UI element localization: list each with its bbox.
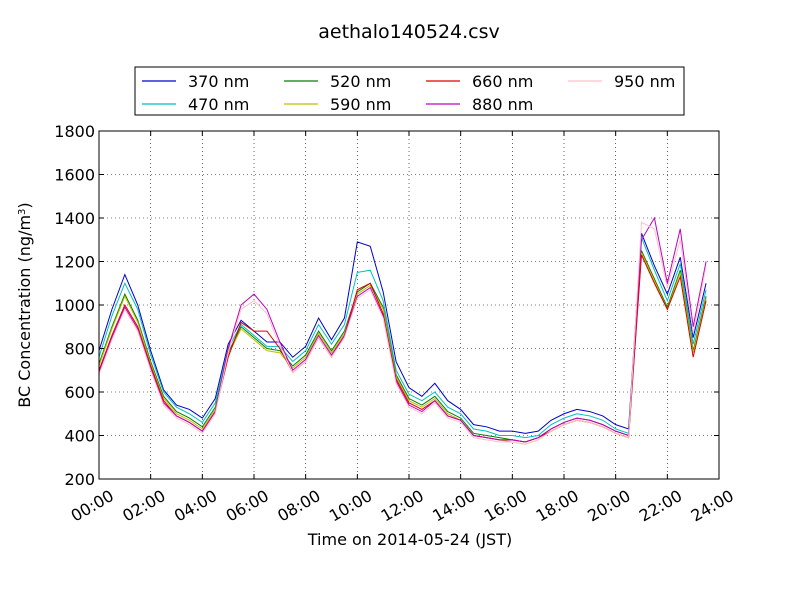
series-line-0 bbox=[98, 233, 707, 434]
x-tick-label: 10:00 bbox=[326, 486, 375, 526]
series-line-5 bbox=[98, 216, 707, 443]
x-tick-label: 04:00 bbox=[171, 486, 220, 526]
legend-entry: 590 nm bbox=[284, 95, 391, 114]
x-tick-label: 22:00 bbox=[636, 486, 685, 526]
y-axis-label-suffix: ) bbox=[15, 202, 34, 208]
x-tick-label: 00:00 bbox=[68, 486, 117, 526]
legend-label: 520 nm bbox=[330, 72, 391, 91]
y-tick-label: 1400 bbox=[54, 209, 95, 228]
series-layer bbox=[98, 216, 707, 445]
x-tick-label: 16:00 bbox=[481, 486, 530, 526]
legend-entry: 370 nm bbox=[142, 72, 249, 91]
series-line-1 bbox=[98, 237, 707, 439]
x-tick-label: 06:00 bbox=[223, 486, 272, 526]
legend-label: 950 nm bbox=[614, 72, 675, 91]
grid-lines bbox=[99, 131, 719, 479]
x-tick-label: 12:00 bbox=[378, 486, 427, 526]
x-tick-label: 24:00 bbox=[688, 486, 737, 526]
y-tick-label: 400 bbox=[64, 427, 95, 446]
legend-entry: 470 nm bbox=[142, 95, 249, 114]
legend: 370 nm 470 nm 520 nm 590 nm 660 nm 880 nm 950 … bbox=[134, 66, 685, 116]
y-axis-label-main: BC Concentration (ng/m bbox=[15, 215, 34, 408]
legend-entry: 880 nm bbox=[426, 95, 533, 114]
legend-label: 660 nm bbox=[472, 72, 533, 91]
legend-box bbox=[134, 66, 685, 116]
legend-label: 590 nm bbox=[330, 95, 391, 114]
x-tick-label: 18:00 bbox=[533, 486, 582, 526]
chart-title: aethalo140524.csv bbox=[318, 21, 500, 43]
legend-label: 370 nm bbox=[188, 72, 249, 91]
y-tick-label: 1600 bbox=[54, 166, 95, 185]
x-tick-label: 02:00 bbox=[119, 486, 168, 526]
y-tick-label: 1200 bbox=[54, 253, 95, 272]
series-line-6 bbox=[98, 221, 707, 445]
legend-items: 370 nm 470 nm 520 nm 590 nm 660 nm 880 nm 950 … bbox=[142, 72, 675, 114]
legend-label: 470 nm bbox=[188, 95, 249, 114]
legend-entry: 950 nm bbox=[568, 72, 675, 91]
x-tick-label: 14:00 bbox=[429, 486, 478, 526]
x-tick-label: 20:00 bbox=[584, 486, 633, 526]
y-tick-label: 200 bbox=[64, 470, 95, 489]
y-tick-label: 800 bbox=[64, 340, 95, 359]
y-axis-label-sup: 3 bbox=[17, 209, 28, 215]
legend-entry: 660 nm bbox=[426, 72, 533, 91]
y-tick-label: 600 bbox=[64, 383, 95, 402]
legend-label: 880 nm bbox=[472, 95, 533, 114]
y-tick-label: 1000 bbox=[54, 296, 95, 315]
y-axis: 200 400 600 800 1000 1200 1400 1600 1800 bbox=[54, 122, 719, 489]
series-line-2 bbox=[98, 250, 707, 443]
y-axis-label: BC Concentration (ng/m3) bbox=[15, 202, 34, 407]
x-axis-label: Time on 2014-05-24 (JST) bbox=[307, 530, 512, 549]
x-tick-label: 08:00 bbox=[274, 486, 323, 526]
y-tick-label: 1800 bbox=[54, 122, 95, 141]
legend-entry: 520 nm bbox=[284, 72, 391, 91]
